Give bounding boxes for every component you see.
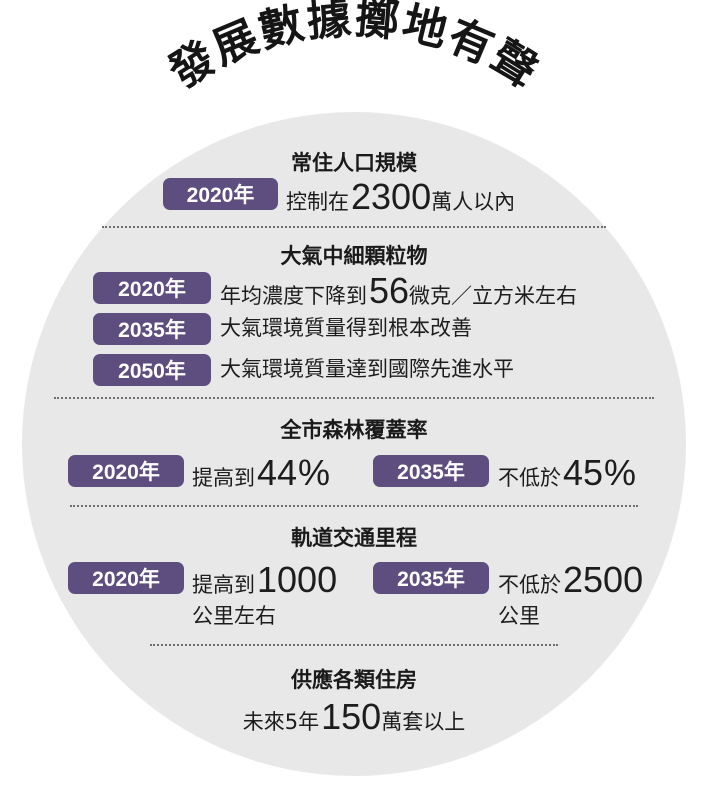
pm25-number: 56 (369, 270, 410, 311)
pm25-row-2035: 大氣環境質量得到根本改善 (220, 312, 472, 346)
population-line: 控制在 2300 萬人以內 (286, 176, 515, 217)
rail-left-text: 提高到 (192, 573, 255, 597)
pm25-row-2020: 年均濃度下降到 56 微克／立方米左右 (220, 270, 577, 311)
pm25-row-2050: 大氣環境質量達到國際先進水平 (220, 353, 514, 387)
housing-text-before: 未來5年 (242, 710, 320, 734)
year-badge-pm25-2035: 2035年 (93, 313, 211, 345)
pm25-text-2050: 大氣環境質量達到國際先進水平 (220, 357, 514, 381)
rail-right-below: 公里 (498, 604, 540, 628)
housing-text-after: 萬套以上 (381, 710, 466, 734)
forest-left-line: 提高到 44 % (192, 452, 330, 493)
year-badge-forest-2035: 2035年 (373, 455, 489, 487)
rail-right-number: 2500 (563, 559, 644, 600)
population-text-before: 控制在 (286, 190, 349, 214)
forest-left-number: 44 (257, 452, 298, 493)
forest-right-number: 45 (563, 452, 604, 493)
rail-left-number: 1000 (257, 559, 338, 600)
population-number: 2300 (351, 176, 432, 217)
forest-right-line: 不低於 45 % (498, 452, 636, 493)
year-badge-pm25-2050: 2050年 (93, 354, 211, 386)
year-badge-forest-2020: 2020年 (68, 455, 184, 487)
year-badge-rail-2035: 2035年 (373, 562, 489, 594)
section-title-rail: 軌道交通里程 (291, 525, 417, 550)
population-text-after: 萬人以內 (431, 190, 516, 214)
separator (70, 505, 638, 507)
section-title-housing: 供應各類住房 (291, 667, 417, 692)
background-circle (22, 112, 686, 776)
rail-left-line: 提高到 1000 (192, 559, 337, 600)
rail-left-below: 公里左右 (192, 604, 276, 628)
section-title-pm25: 大氣中細顆粒物 (280, 243, 428, 268)
section-title-population: 常住人口規模 (291, 150, 417, 175)
forest-right-unit: % (604, 452, 637, 493)
pm25-text-2035: 大氣環境質量得到根本改善 (220, 316, 472, 340)
housing-line: 未來5年 150 萬套以上 (0, 696, 708, 737)
forest-right-text: 不低於 (498, 466, 561, 490)
year-badge-rail-2020: 2020年 (68, 562, 184, 594)
separator (150, 644, 558, 646)
svg-text:發展數據擲地有聲: 發展數據擲地有聲 (160, 0, 548, 99)
year-badge-pm25-2020: 2020年 (93, 272, 211, 304)
section-title-forest: 全市森林覆蓋率 (280, 417, 428, 442)
year-badge-population: 2020年 (163, 178, 278, 210)
housing-number: 150 (321, 696, 382, 737)
pm25-text-before: 年均濃度下降到 (220, 284, 367, 308)
separator (54, 397, 654, 399)
rail-right-line: 不低於 2500 (498, 559, 643, 600)
rail-right-text: 不低於 (498, 573, 561, 597)
pm25-text-after: 微克／立方米左右 (409, 284, 578, 308)
forest-left-text: 提高到 (192, 466, 255, 490)
separator (102, 226, 606, 228)
arched-title: 發展數據擲地有聲 (160, 0, 548, 99)
forest-left-unit: % (298, 452, 331, 493)
main-title: 發展數據擲地有聲 (160, 0, 546, 99)
